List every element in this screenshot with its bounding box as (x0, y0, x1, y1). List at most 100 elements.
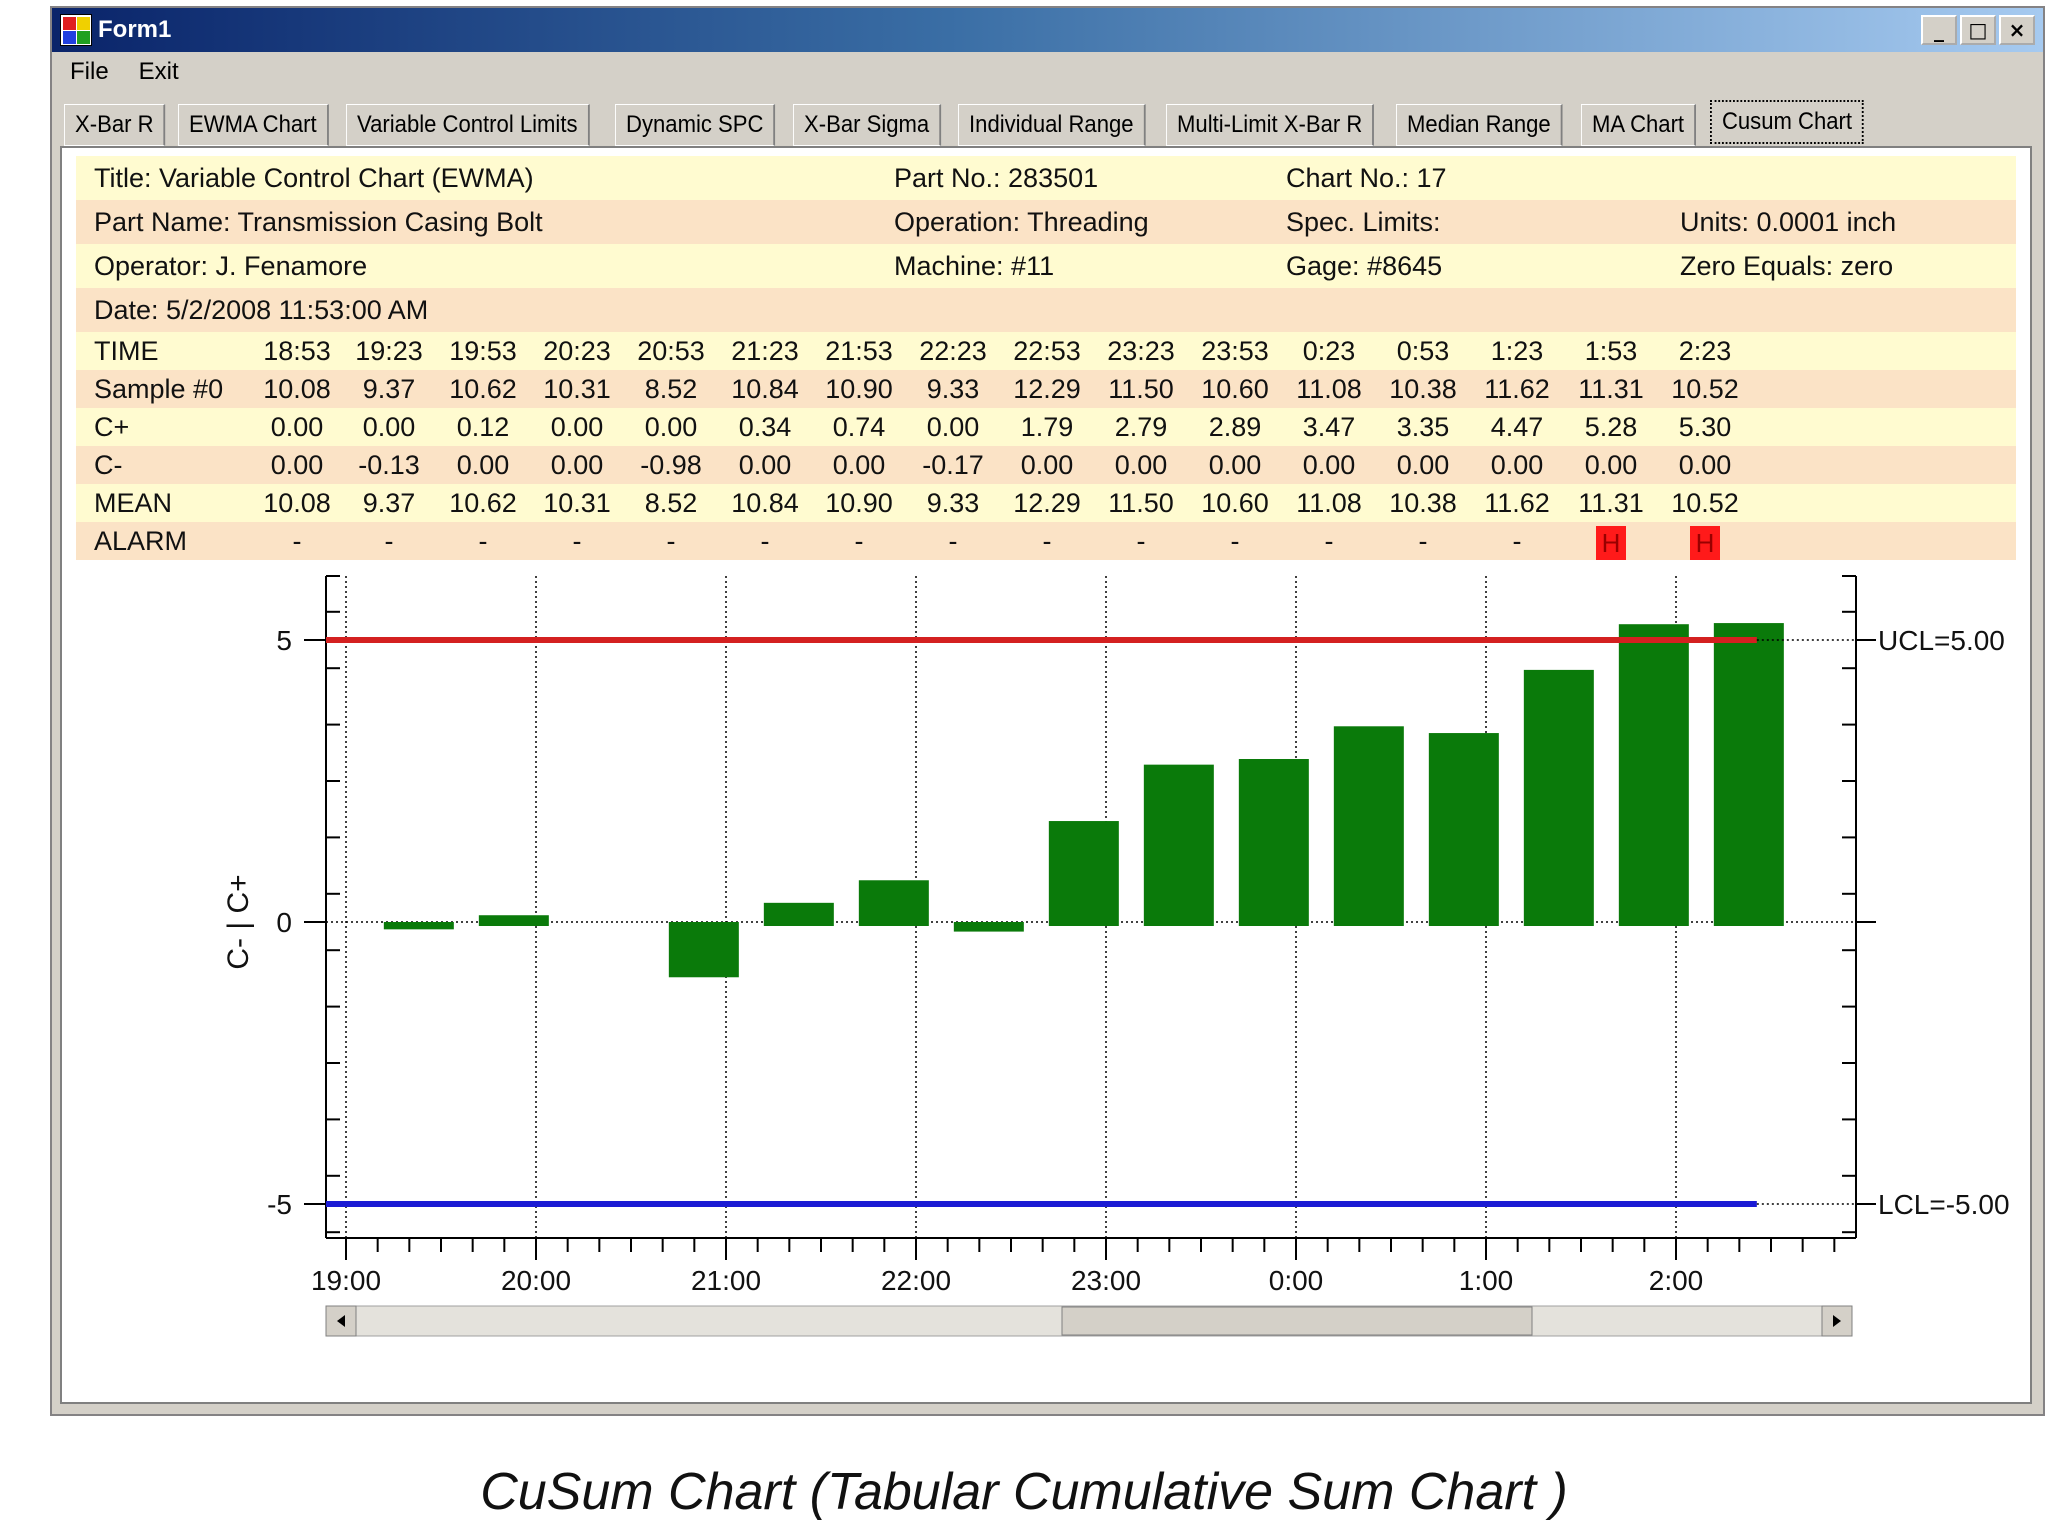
tab-variable-control-limits[interactable]: Variable Control Limits (346, 104, 590, 146)
ucl-label: UCL=5.00 (1878, 625, 2005, 656)
table-cell: 10.62 (449, 488, 517, 518)
table-cell: 8.52 (644, 374, 698, 404)
c-plus-bar (1333, 726, 1404, 926)
row-label: MEAN (94, 488, 173, 518)
table-cell: 2.79 (1114, 412, 1168, 442)
table-cell: 12.29 (1013, 374, 1081, 404)
table-cell: 2:23 (1678, 336, 1732, 366)
table-cell: 12.29 (1013, 488, 1081, 518)
table-cell: 10.90 (825, 374, 893, 404)
table-cell: 0.00 (644, 412, 698, 442)
menu-bar: File Exit (52, 52, 2043, 92)
x-tick-label: 1:00 (1459, 1265, 1514, 1296)
lcl-label: LCL=-5.00 (1878, 1189, 2010, 1220)
table-cell: - (292, 526, 302, 556)
tab-x-bar-sigma[interactable]: X-Bar Sigma (793, 104, 942, 146)
scroll-right-arrow-icon (1833, 1315, 1841, 1327)
c-minus-bar (383, 922, 454, 930)
table-cell: 10.31 (543, 488, 611, 518)
table-cell: 9.37 (362, 374, 416, 404)
table-cell: 10.90 (825, 488, 893, 518)
chart-header: Title: Variable Control Chart (EWMA) Par… (76, 156, 2016, 332)
y-tick-label: 5 (276, 625, 292, 656)
tab-ma-chart[interactable]: MA Chart (1581, 104, 1697, 146)
scroll-right-button[interactable] (1821, 1305, 1853, 1337)
header-title: Title: Variable Control Chart (EWMA) (94, 162, 534, 193)
table-cell: 22:53 (1013, 336, 1081, 366)
table-cell: 3.47 (1302, 412, 1356, 442)
table-cell: 10.62 (449, 374, 517, 404)
tab-median-range[interactable]: Median Range (1396, 104, 1563, 146)
close-button[interactable]: × (1999, 15, 2035, 45)
table-cell: 0.00 (738, 450, 792, 480)
alarm-high-badge: H (1690, 526, 1720, 560)
data-table: TIME 18:53 19:23 19:53 20:23 20:53 21:23 21:53 2… (76, 332, 2016, 560)
table-cell: - (1136, 526, 1146, 556)
tab-cusum-chart[interactable]: Cusum Chart (1710, 100, 1865, 144)
tab-ewma-chart[interactable]: EWMA Chart (178, 104, 329, 146)
table-cell: 20:23 (543, 336, 611, 366)
table-cell: 10.31 (543, 374, 611, 404)
maximize-button[interactable]: □ (1960, 15, 1996, 45)
y-axis-title: C- | C+ (222, 874, 255, 969)
tab-strip: X-Bar R EWMA Chart Variable Control Limits… (64, 100, 1878, 146)
table-cell: 10.52 (1671, 488, 1739, 518)
c-plus-bar (478, 915, 549, 926)
x-tick-label: 2:00 (1649, 1265, 1704, 1296)
table-cell: 0.00 (550, 450, 604, 480)
table-cell: 9.33 (926, 488, 980, 518)
title-bar[interactable]: Form1 _ □ × (52, 8, 2043, 52)
table-cell: 0:53 (1396, 336, 1450, 366)
x-tick-label: 22:00 (881, 1265, 951, 1296)
table-cell: - (384, 526, 394, 556)
table-cell: 9.37 (362, 488, 416, 518)
tab-individual-range[interactable]: Individual Range (958, 104, 1146, 146)
c-plus-bar (1048, 821, 1119, 926)
table-cell: 22:23 (919, 336, 987, 366)
time-row: TIME 18:53 19:23 19:53 20:23 20:53 21:23 21:53 2… (76, 332, 2016, 370)
table-cell: 10.08 (263, 488, 331, 518)
table-cell: 20:53 (637, 336, 705, 366)
table-cell: 1:53 (1584, 336, 1638, 366)
minimize-button[interactable]: _ (1921, 15, 1957, 45)
table-cell: 2.89 (1208, 412, 1262, 442)
table-cell: - (572, 526, 582, 556)
c-plus-bar (1428, 733, 1499, 926)
y-tick-label: 0 (276, 907, 292, 938)
header-part-no: Part No.: 283501 (894, 162, 1099, 193)
x-tick-label: 21:00 (691, 1265, 761, 1296)
x-tick-label: 19:00 (311, 1265, 381, 1296)
table-cell: 11.31 (1578, 488, 1644, 518)
table-cell: 0.12 (456, 412, 510, 442)
menu-file[interactable]: File (70, 58, 109, 85)
table-cell: 0.00 (926, 412, 980, 442)
table-cell: - (1418, 526, 1428, 556)
table-cell: 21:23 (731, 336, 799, 366)
table-cell: 3.35 (1396, 412, 1450, 442)
x-tick-label: 23:00 (1071, 1265, 1141, 1296)
menu-exit[interactable]: Exit (138, 58, 179, 85)
cusum-chart: 5 0 -5 19:00 20:00 21:00 22:00 23:00 0:00 1:00 2:0… (222, 575, 2010, 1337)
header-spec-limits: Spec. Limits: (1286, 206, 1441, 237)
window-title: Form1 (98, 16, 172, 43)
header-chart-no: Chart No.: 17 (1286, 162, 1447, 193)
c-minus-bar (668, 922, 739, 978)
scroll-left-arrow-icon (337, 1315, 345, 1327)
x-tick-label: 0:00 (1269, 1265, 1324, 1296)
table-cell: 0.00 (1490, 450, 1544, 480)
table-cell: - (760, 526, 770, 556)
app-icon (60, 14, 92, 46)
table-cell: - (1324, 526, 1334, 556)
c-plus-bar (1618, 624, 1689, 926)
c-plus-bar (858, 880, 929, 926)
table-cell: 0.00 (832, 450, 886, 480)
scrollbar-thumb[interactable] (1061, 1306, 1533, 1336)
table-cell: 10.60 (1201, 488, 1269, 518)
table-cell: 8.52 (644, 488, 698, 518)
table-cell: - (1042, 526, 1052, 556)
tab-multi-limit-x-bar-r[interactable]: Multi-Limit X-Bar R (1165, 104, 1375, 146)
header-operation: Operation: Threading (894, 206, 1149, 237)
tab-x-bar-r[interactable]: X-Bar R (64, 104, 166, 146)
tab-dynamic-spc[interactable]: Dynamic SPC (614, 104, 776, 146)
table-cell: 1:23 (1490, 336, 1544, 366)
